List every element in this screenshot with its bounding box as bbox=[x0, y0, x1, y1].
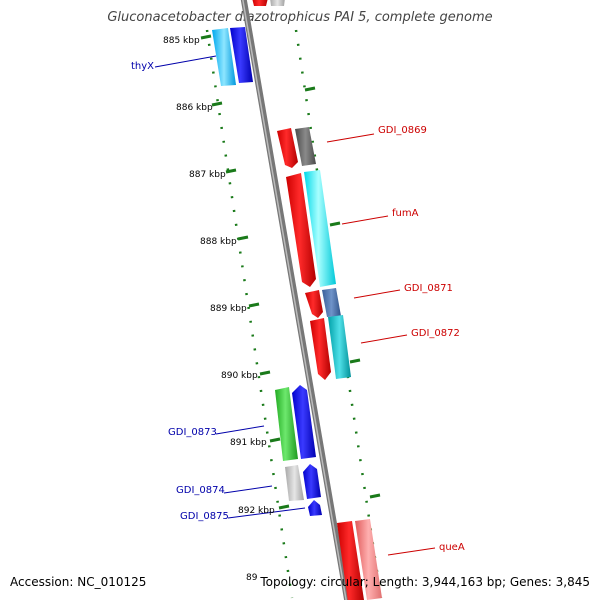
gene-gdi0869-block[interactable] bbox=[277, 128, 298, 168]
kbp-label-890: 890 kbp bbox=[221, 371, 258, 381]
connector-fuma bbox=[341, 215, 389, 225]
gene-label-thyx[interactable]: thyX bbox=[131, 61, 155, 72]
backbone-highlight bbox=[242, 0, 347, 600]
kbp-label-888: 888 kbp bbox=[200, 237, 237, 247]
label-connectors bbox=[154, 55, 436, 556]
connector-gdi0871 bbox=[353, 289, 401, 299]
gene-label-quea[interactable]: queA bbox=[439, 542, 465, 553]
gene-fuma-paired-block[interactable] bbox=[304, 170, 336, 287]
connector-gdi0869 bbox=[326, 133, 375, 143]
gene-label-gdi0872[interactable]: GDI_0872 bbox=[411, 328, 460, 339]
connector-gdi0874 bbox=[223, 485, 273, 494]
genome-stats-text: Topology: circular; Length: 3,944,163 bp… bbox=[260, 575, 590, 589]
gene-gdi0874-block[interactable] bbox=[285, 465, 304, 501]
tick-890 bbox=[259, 370, 271, 376]
kbp-label-886: 886 kbp bbox=[176, 103, 213, 113]
tick-888 bbox=[237, 235, 249, 241]
tick-892 bbox=[278, 504, 290, 510]
connector-gdi0872 bbox=[360, 334, 408, 344]
gene-gdi0874-paired-block[interactable] bbox=[303, 464, 321, 499]
gene-gdi0872-paired-block[interactable] bbox=[328, 315, 351, 379]
connector-gdi0875 bbox=[227, 507, 306, 519]
gene-gdi0871-paired-block[interactable] bbox=[322, 288, 341, 317]
tick-891 bbox=[269, 437, 281, 443]
gene-top-gray-fragment[interactable] bbox=[270, 0, 285, 6]
genome-backbone bbox=[240, 0, 351, 600]
gene-label-gdi0871[interactable]: GDI_0871 bbox=[404, 283, 453, 294]
gene-quea-block[interactable] bbox=[337, 521, 364, 600]
connector-quea bbox=[387, 547, 436, 556]
gene-top-red-fragment[interactable] bbox=[252, 0, 268, 6]
kbp-label-885: 885 kbp bbox=[163, 36, 200, 46]
tick-885 bbox=[200, 34, 212, 40]
gene-gdi0871-block[interactable] bbox=[305, 290, 323, 318]
kbp-label-892: 892 kbp bbox=[238, 506, 275, 516]
tick-886 bbox=[211, 101, 223, 107]
gene-label-gdi0873[interactable]: GDI_0873 bbox=[168, 427, 217, 438]
tick-right-2 bbox=[329, 221, 341, 227]
gene-gdi0873-block[interactable] bbox=[275, 387, 298, 461]
map-lane bbox=[195, 28, 385, 600]
gene-label-gdi0874[interactable]: GDI_0874 bbox=[176, 485, 225, 496]
gene-gdi0873-paired-block[interactable] bbox=[292, 385, 316, 459]
gene-gdi0869-paired-block[interactable] bbox=[295, 127, 316, 166]
tick-right-4 bbox=[369, 493, 381, 499]
kbp-ticks bbox=[200, 34, 381, 510]
kbp-label-887: 887 kbp bbox=[189, 170, 226, 180]
gene-quea-paired-block[interactable] bbox=[355, 519, 382, 600]
gene-gdi0872-block[interactable] bbox=[310, 318, 331, 380]
gene-label-gdi0869[interactable]: GDI_0869 bbox=[378, 125, 427, 136]
gene-thyx-block[interactable] bbox=[212, 28, 236, 86]
tick-887 bbox=[225, 168, 237, 174]
kbp-label-889: 889 kbp bbox=[210, 304, 247, 314]
gene-label-gdi0875[interactable]: GDI_0875 bbox=[180, 511, 229, 522]
connector-thyx bbox=[154, 55, 217, 68]
connector-gdi0873 bbox=[215, 425, 265, 435]
accession-text: Accession: NC_010125 bbox=[10, 575, 147, 589]
kbp-label-893-partial: 89 bbox=[246, 573, 258, 583]
gene-gdi0875-block[interactable] bbox=[308, 500, 322, 516]
gene-fuma-block[interactable] bbox=[286, 173, 316, 287]
map-title: Gluconacetobacter diazotrophicus PAI 5, … bbox=[107, 10, 493, 25]
gene-label-fuma[interactable]: fumA bbox=[392, 208, 419, 219]
kbp-label-891: 891 kbp bbox=[230, 438, 267, 448]
tick-right-3 bbox=[349, 358, 361, 364]
gene-thyx-paired-block[interactable] bbox=[230, 27, 253, 83]
tick-right-1 bbox=[304, 86, 316, 92]
tick-889 bbox=[248, 302, 260, 308]
